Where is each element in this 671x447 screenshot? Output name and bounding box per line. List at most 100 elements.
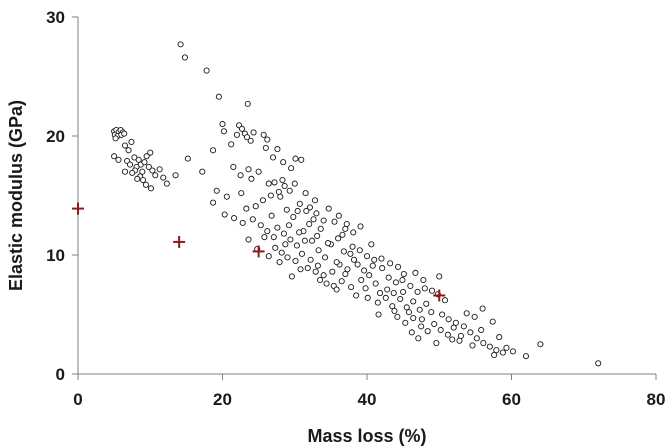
data-point (161, 175, 166, 180)
data-point (130, 170, 135, 175)
data-point (311, 217, 316, 222)
data-point (344, 221, 349, 226)
data-point (122, 131, 127, 136)
data-point (438, 327, 443, 332)
x-tick-label: 80 (647, 390, 666, 409)
data-point (269, 213, 274, 218)
data-point (318, 226, 323, 231)
data-point (260, 198, 265, 203)
data-point (291, 214, 296, 219)
data-point (334, 287, 339, 292)
data-point (457, 338, 462, 343)
data-point (314, 211, 319, 216)
data-point (256, 169, 261, 174)
data-point (234, 132, 239, 137)
data-point (289, 166, 294, 171)
data-point (288, 237, 293, 242)
data-point (492, 352, 497, 357)
data-point (386, 275, 391, 280)
data-point (277, 260, 282, 265)
data-point (258, 223, 263, 228)
data-point (296, 230, 301, 235)
data-point (380, 265, 385, 270)
data-point (266, 181, 271, 186)
data-point (403, 320, 408, 325)
data-point (263, 145, 268, 150)
data-point (362, 268, 367, 273)
data-point (281, 231, 286, 236)
data-point (474, 336, 479, 341)
data-point (388, 261, 393, 266)
data-point (523, 354, 528, 359)
data-point (216, 94, 221, 99)
data-point (504, 345, 509, 350)
x-tick-label: 20 (213, 390, 232, 409)
data-point (283, 242, 288, 247)
data-point (432, 321, 437, 326)
y-tick-label: 30 (46, 8, 65, 27)
y-tick-label: 0 (56, 365, 65, 384)
x-tick-label: 0 (73, 390, 82, 409)
data-point-plus (173, 236, 185, 248)
data-point (340, 232, 345, 237)
data-point (307, 221, 312, 226)
data-point (299, 251, 304, 256)
data-point (411, 315, 416, 320)
data-point (445, 332, 450, 337)
data-point (266, 254, 271, 259)
data-point (357, 248, 362, 253)
data-point (200, 169, 205, 174)
data-point (286, 223, 291, 228)
data-point (231, 216, 236, 221)
data-point (359, 277, 364, 282)
data-point (143, 182, 148, 187)
data-point (373, 281, 378, 286)
data-point (349, 285, 354, 290)
data-point (261, 132, 266, 137)
data-point (245, 101, 250, 106)
data-point (375, 300, 380, 305)
data-point (365, 295, 370, 300)
data-point (287, 188, 292, 193)
data-point (214, 188, 219, 193)
data-point (315, 233, 320, 238)
data-point (422, 286, 427, 291)
data-point (370, 263, 375, 268)
data-point (440, 312, 445, 317)
data-point (316, 248, 321, 253)
data-point (429, 288, 434, 293)
data-point (490, 319, 495, 324)
data-point (224, 194, 229, 199)
data-point (500, 350, 505, 355)
data-point (265, 229, 270, 234)
data-point (385, 287, 390, 292)
data-point (446, 317, 451, 322)
data-point (244, 206, 249, 211)
data-point (395, 264, 400, 269)
data-point (221, 129, 226, 134)
data-point (239, 126, 244, 131)
data-point (116, 157, 121, 162)
data-point (140, 177, 145, 182)
data-point (416, 336, 421, 341)
data-point (332, 219, 337, 224)
x-axis-title: Mass loss (%) (307, 426, 426, 446)
data-point (182, 55, 187, 60)
data-point (470, 343, 475, 348)
data-point (434, 340, 439, 345)
data-point (272, 180, 277, 185)
data-point (153, 173, 158, 178)
data-point (220, 122, 225, 127)
data-point (248, 138, 253, 143)
data-point (129, 139, 134, 144)
data-point (280, 177, 285, 182)
data-point (401, 271, 406, 276)
data-point (112, 154, 117, 159)
data-point (596, 361, 601, 366)
data-point (293, 156, 298, 161)
data-point (173, 173, 178, 178)
data-point (253, 204, 258, 209)
data-point (313, 269, 318, 274)
data-point (265, 137, 270, 142)
data-point (376, 312, 381, 317)
